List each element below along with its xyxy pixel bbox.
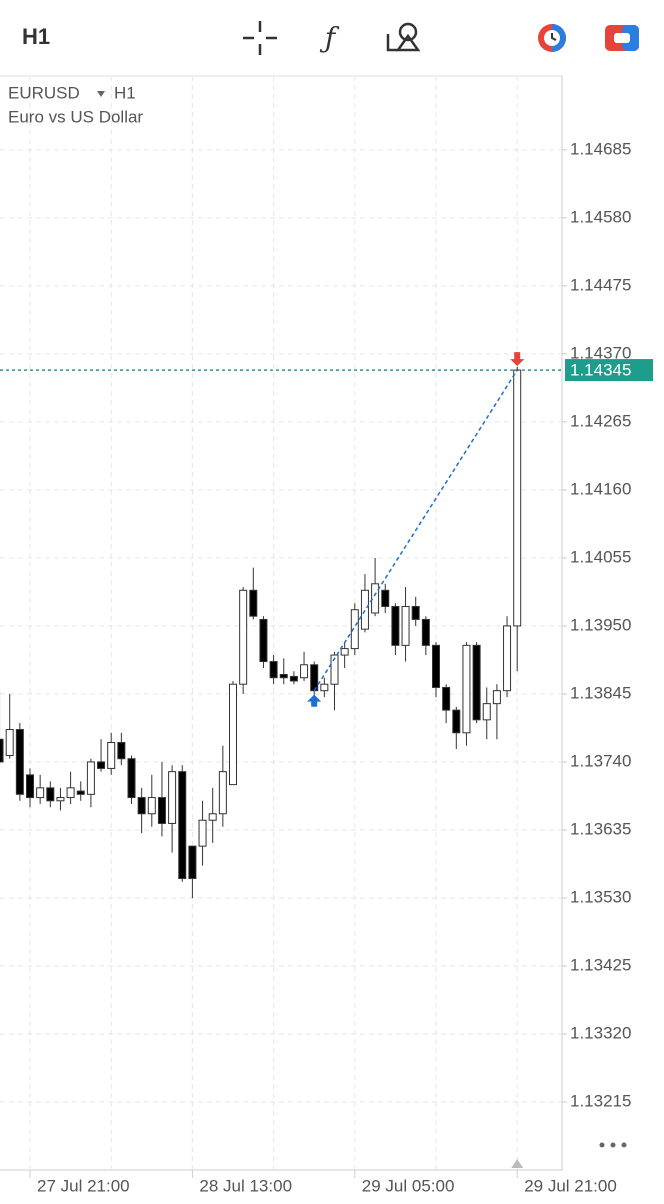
candle-body xyxy=(97,761,106,769)
candle-body xyxy=(442,686,451,711)
sell-arrow xyxy=(510,352,525,367)
candle-body xyxy=(127,758,136,799)
candle-body xyxy=(147,797,156,815)
candle-body xyxy=(320,683,329,692)
symbol-timeframe: H1 xyxy=(114,83,136,102)
candle-body xyxy=(411,605,420,620)
candle-body xyxy=(26,774,34,799)
x-tick-label: 27 Jul 21:00 xyxy=(37,1176,130,1195)
candle-body xyxy=(462,644,471,734)
candle-body xyxy=(239,589,248,685)
candle-body xyxy=(157,797,166,824)
y-tick-label: 1.14160 xyxy=(570,479,631,498)
symbol-dropdown-icon[interactable] xyxy=(97,91,105,97)
candle-body xyxy=(229,683,237,786)
candle-body xyxy=(310,664,319,692)
y-tick-label: 1.14475 xyxy=(570,275,631,294)
candle-body xyxy=(289,675,298,682)
buy-arrow xyxy=(307,694,322,707)
candle-body xyxy=(56,797,65,802)
candle-body xyxy=(188,845,197,880)
more-icon[interactable] xyxy=(599,1142,627,1148)
crosshair-icon[interactable] xyxy=(243,21,277,55)
candle-body xyxy=(482,703,491,721)
candle-body xyxy=(381,589,390,607)
candle-body xyxy=(249,589,258,617)
last-price-box xyxy=(565,359,653,382)
y-tick-label: 1.13215 xyxy=(570,1091,631,1110)
candle-body xyxy=(178,771,187,880)
current-bar-marker xyxy=(511,1159,524,1168)
candle-body xyxy=(66,787,75,799)
candle-body xyxy=(421,618,430,646)
candle-body xyxy=(36,787,45,799)
candle-body xyxy=(391,605,400,646)
indicators-icon[interactable]: ƒ xyxy=(319,22,340,55)
candle-body xyxy=(330,654,339,685)
candle-body xyxy=(117,742,126,760)
candle-body xyxy=(168,771,177,824)
objects-icon[interactable] xyxy=(386,22,421,52)
candle-body xyxy=(452,709,461,734)
x-tick-label: 29 Jul 21:00 xyxy=(524,1176,617,1195)
y-tick-label: 1.14055 xyxy=(570,547,631,566)
candle-body xyxy=(401,605,410,646)
candle-body xyxy=(218,771,227,815)
candle-body xyxy=(340,648,349,656)
y-tick-label: 1.14265 xyxy=(570,411,631,430)
candle-body xyxy=(513,369,522,627)
candle-body xyxy=(86,761,95,795)
y-tick-label: 1.13635 xyxy=(570,819,631,838)
symbol[interactable]: EURUSD xyxy=(8,83,80,102)
x-tick-label: 28 Jul 13:00 xyxy=(199,1176,292,1195)
candle-body xyxy=(259,618,268,663)
candle-body xyxy=(5,729,14,756)
candle-body xyxy=(0,738,4,763)
trade-line xyxy=(313,369,518,692)
candle-body xyxy=(208,813,217,821)
candle-body xyxy=(46,787,55,802)
candle-body xyxy=(360,589,369,630)
y-tick-label: 1.13740 xyxy=(570,751,631,770)
candle-body xyxy=(371,583,380,614)
candle-body xyxy=(472,644,481,721)
symbol-description: Euro vs US Dollar xyxy=(8,107,143,126)
candle-body xyxy=(76,790,85,795)
history-icon[interactable] xyxy=(538,24,566,52)
y-tick-label: 1.13950 xyxy=(570,615,631,634)
candle-body xyxy=(492,690,501,705)
candle-body xyxy=(269,661,278,679)
trade-icon[interactable] xyxy=(605,25,639,51)
y-tick-label: 1.14685 xyxy=(570,139,631,158)
y-tick-label: 1.13530 xyxy=(570,887,631,906)
y-tick-label: 1.13845 xyxy=(570,683,631,702)
plot-area xyxy=(0,77,562,1170)
x-tick-label: 29 Jul 05:00 xyxy=(362,1176,455,1195)
candle-body xyxy=(198,819,207,847)
candle-body xyxy=(279,673,288,679)
candle-body xyxy=(503,625,512,692)
y-tick-label: 1.14370 xyxy=(570,343,631,362)
candle-body xyxy=(300,664,309,679)
candle-body xyxy=(137,797,146,815)
y-tick-label: 1.13320 xyxy=(570,1023,631,1042)
candle-body xyxy=(15,729,24,795)
y-tick-label: 1.14580 xyxy=(570,207,631,226)
timeframe-button[interactable]: H1 xyxy=(22,24,50,49)
candle-body xyxy=(107,742,116,769)
candle-body xyxy=(432,644,440,688)
last-price-label: 1.14345 xyxy=(570,361,631,380)
candle-body xyxy=(350,609,359,650)
y-tick-label: 1.13425 xyxy=(570,955,631,974)
